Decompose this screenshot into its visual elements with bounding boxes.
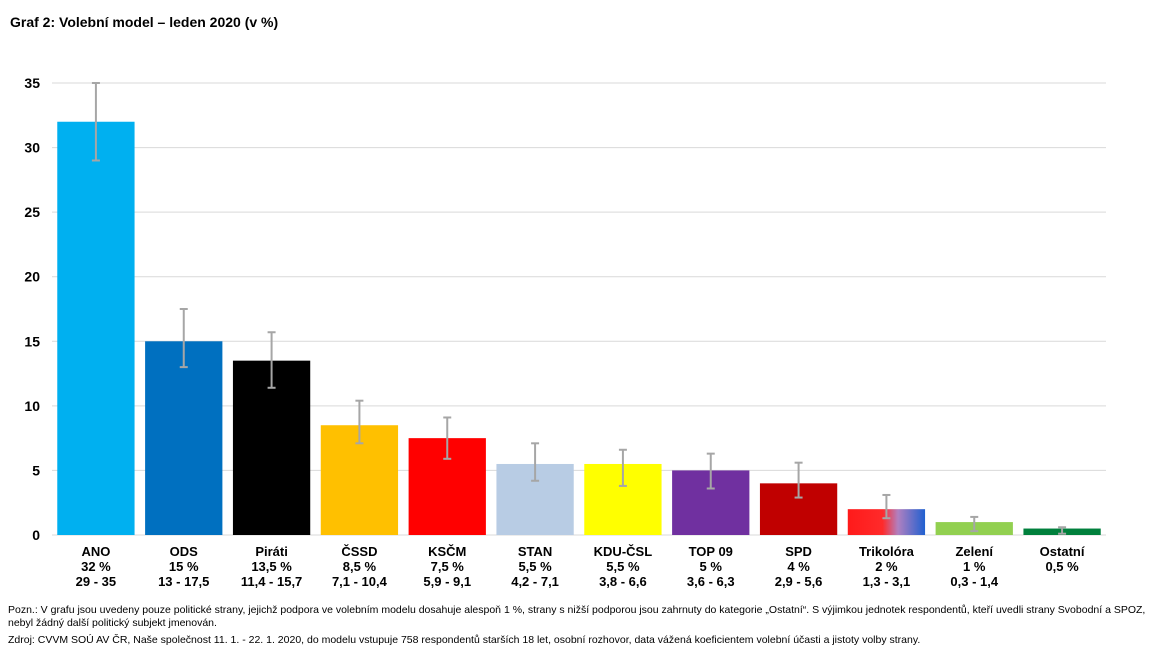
bar-ano xyxy=(57,121,135,535)
range-label: 29 - 35 xyxy=(76,574,116,589)
range-label: 11,4 - 15,7 xyxy=(241,574,302,589)
footnote: Pozn.: V grafu jsou uvedeny pouze politi… xyxy=(8,604,1146,629)
range-label: 5,9 - 9,1 xyxy=(423,574,471,589)
value-label: 5,5 % xyxy=(606,559,640,574)
category-label: ODS xyxy=(170,544,199,559)
category-label: ČSSD xyxy=(341,544,377,559)
y-tick-label: 0 xyxy=(32,527,40,543)
category-label: SPD xyxy=(785,544,812,559)
category-label: Trikolóra xyxy=(859,544,915,559)
category-label: TOP 09 xyxy=(689,544,733,559)
range-label: 0,3 - 1,4 xyxy=(950,574,998,589)
bar-piráti xyxy=(232,360,311,535)
value-label: 7,5 % xyxy=(431,559,465,574)
range-label: 3,8 - 6,6 xyxy=(599,574,647,589)
category-label: STAN xyxy=(518,544,552,559)
category-label: KDU-ČSL xyxy=(594,544,653,559)
value-label: 5,5 % xyxy=(518,559,552,574)
value-label: 2 % xyxy=(875,559,898,574)
range-label: 7,1 - 10,4 xyxy=(332,574,388,589)
value-label: 4 % xyxy=(787,559,810,574)
source-note: Zdroj: CVVM SOÚ AV ČR, Naše společnost 1… xyxy=(8,634,921,646)
y-tick-label: 30 xyxy=(24,140,40,156)
y-tick-label: 25 xyxy=(24,204,40,220)
value-label: 13,5 % xyxy=(251,559,292,574)
bar-ods xyxy=(145,341,223,535)
value-label: 15 % xyxy=(169,559,199,574)
y-tick-label: 5 xyxy=(32,462,40,478)
range-label: 2,9 - 5,6 xyxy=(775,574,823,589)
value-label: 0,5 % xyxy=(1045,559,1079,574)
y-tick-label: 10 xyxy=(24,398,40,414)
value-label: 8,5 % xyxy=(343,559,377,574)
range-label: 1,3 - 3,1 xyxy=(863,574,911,589)
range-label: 13 - 17,5 xyxy=(158,574,209,589)
y-tick-label: 15 xyxy=(24,333,40,349)
category-label: ANO xyxy=(81,544,110,559)
value-label: 32 % xyxy=(81,559,111,574)
y-tick-label: 20 xyxy=(24,269,40,285)
chart-title: Graf 2: Volební model – leden 2020 (v %) xyxy=(10,14,279,30)
category-label: KSČM xyxy=(428,544,466,559)
range-label: 3,6 - 6,3 xyxy=(687,574,735,589)
range-label: 4,2 - 7,1 xyxy=(511,574,559,589)
y-tick-label: 35 xyxy=(24,75,40,91)
value-label: 5 % xyxy=(700,559,723,574)
category-label: Zelení xyxy=(955,544,993,559)
category-label: Piráti xyxy=(255,544,288,559)
category-label: Ostatní xyxy=(1040,544,1085,559)
value-label: 1 % xyxy=(963,559,986,574)
